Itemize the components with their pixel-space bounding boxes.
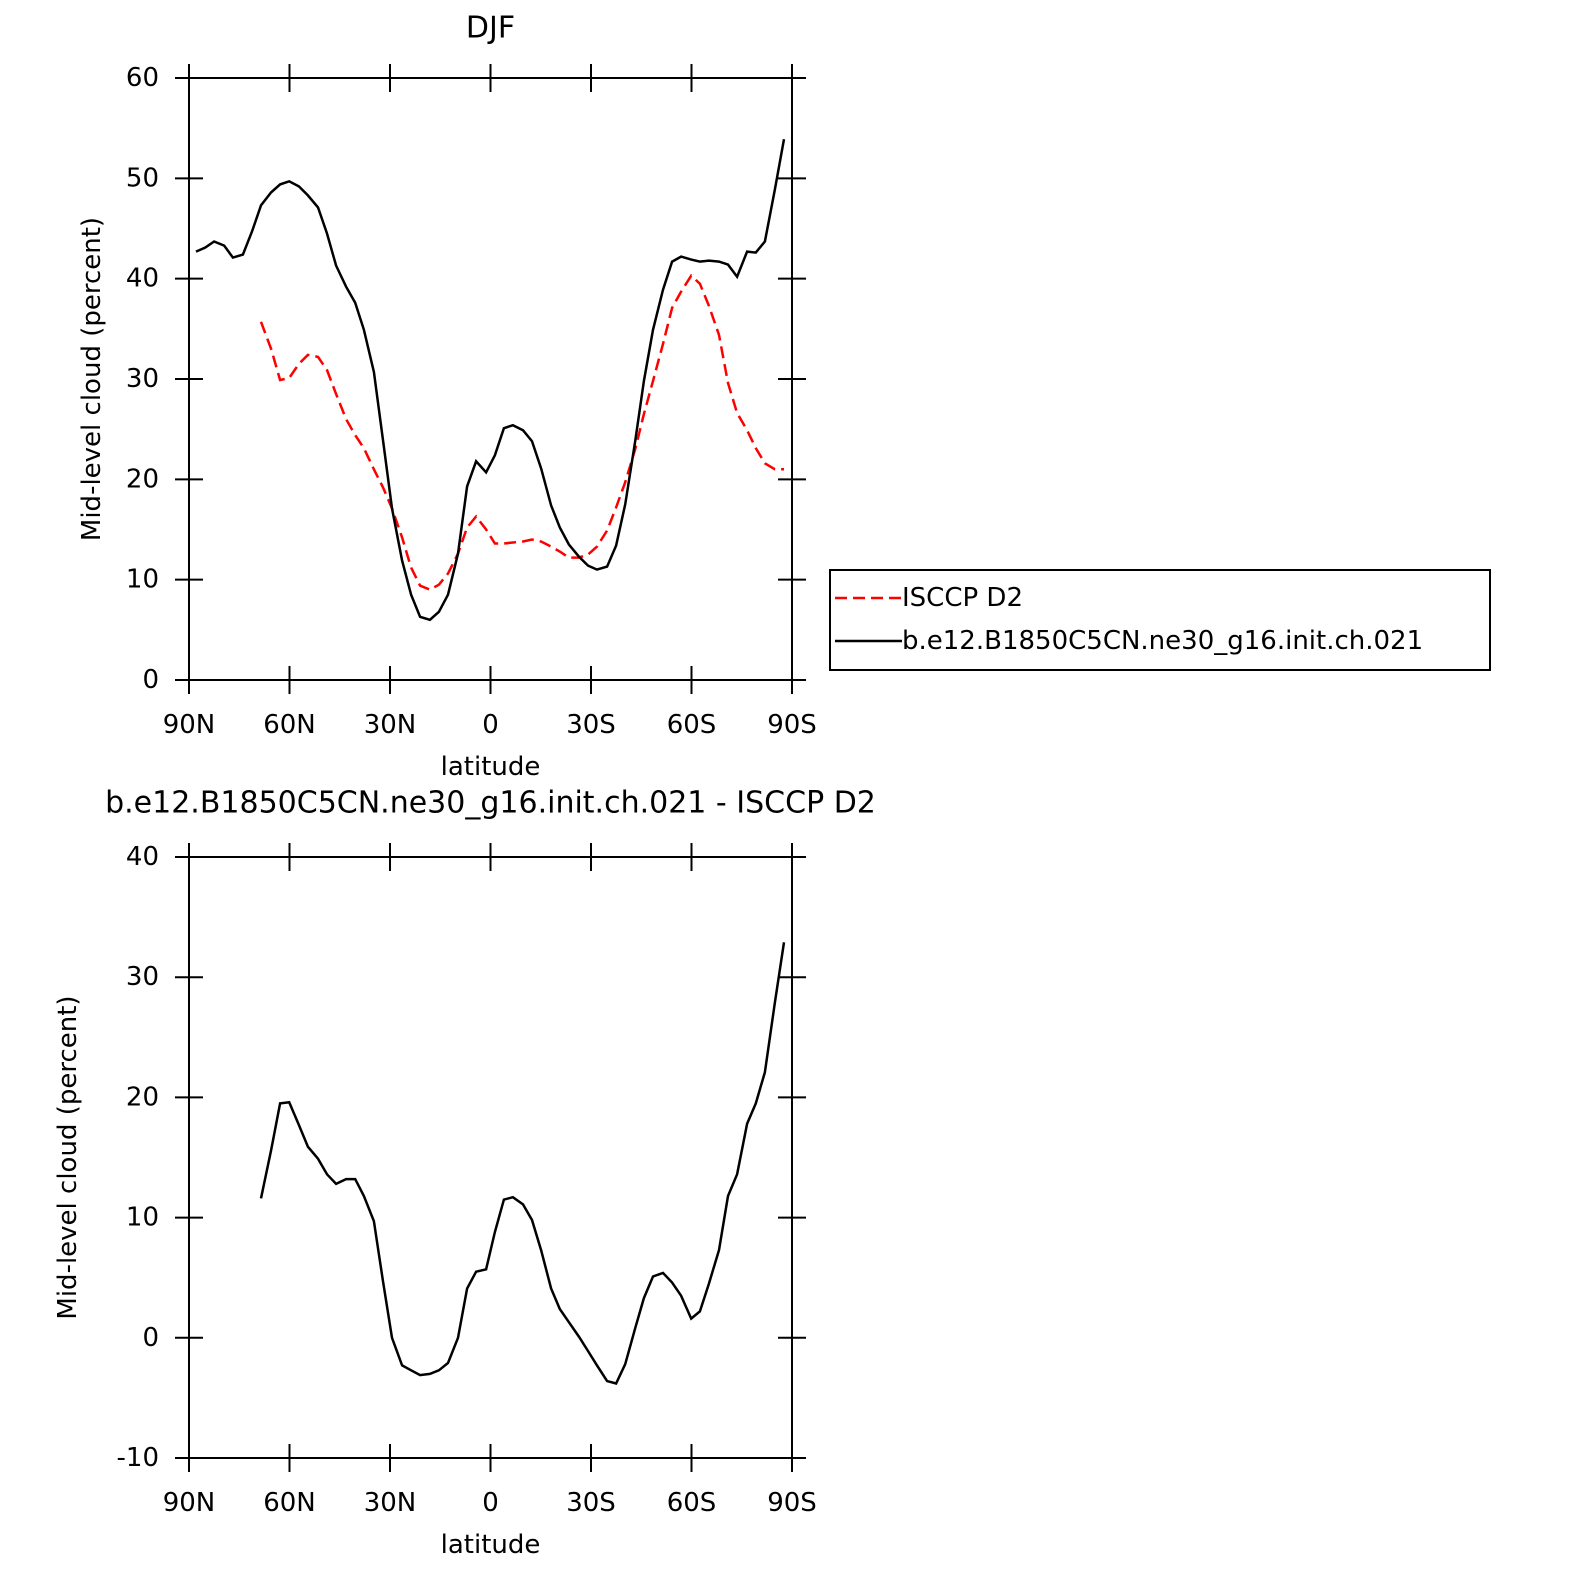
data-line	[259, 942, 786, 1385]
y-tick-label: 0	[142, 1323, 159, 1353]
plot-frame	[188, 856, 793, 1459]
y-axis-label: Mid-level cloud (percent)	[53, 995, 83, 1319]
x-tick-label: 0	[482, 710, 499, 740]
y-tick-label: 50	[126, 163, 159, 193]
chart-title: DJF	[466, 11, 515, 46]
y-tick-label: -10	[117, 1443, 159, 1473]
x-tick-label: 30N	[364, 1488, 417, 1518]
legend-label: ISCCP D2	[902, 583, 1023, 613]
x-tick-label: 90N	[163, 1488, 216, 1518]
x-tick-label: 30N	[364, 710, 417, 740]
x-tick-label: 90S	[767, 1488, 817, 1518]
y-tick-label: 10	[126, 565, 159, 595]
x-tick-label: 60N	[263, 1488, 316, 1518]
chart-title: b.e12.B1850C5CN.ne30_g16.init.ch.021 - I…	[105, 786, 876, 821]
y-tick-label: 20	[126, 1082, 159, 1112]
data-line	[195, 138, 786, 622]
x-tick-label: 60S	[667, 710, 717, 740]
data-line	[259, 273, 784, 592]
y-tick-label: 30	[126, 962, 159, 992]
x-tick-label: 60S	[667, 1488, 717, 1518]
x-tick-label: 60N	[263, 710, 316, 740]
y-tick-label: 0	[142, 665, 159, 695]
x-tick-label: 90N	[163, 710, 216, 740]
legend-box	[829, 569, 1491, 671]
y-tick-label: 40	[126, 842, 159, 872]
x-tick-label: 30S	[566, 1488, 616, 1518]
x-axis-label: latitude	[441, 1530, 541, 1560]
y-tick-label: 20	[126, 464, 159, 494]
x-tick-label: 30S	[566, 710, 616, 740]
y-tick-label: 40	[126, 264, 159, 294]
y-tick-label: 30	[126, 364, 159, 394]
x-tick-label: 90S	[767, 710, 817, 740]
legend-label: b.e12.B1850C5CN.ne30_g16.init.ch.021	[902, 626, 1423, 656]
y-tick-label: 10	[126, 1203, 159, 1233]
y-tick-label: 60	[126, 63, 159, 93]
y-axis-label: Mid-level cloud (percent)	[77, 217, 107, 541]
x-tick-label: 0	[482, 1488, 499, 1518]
x-axis-label: latitude	[441, 752, 541, 782]
